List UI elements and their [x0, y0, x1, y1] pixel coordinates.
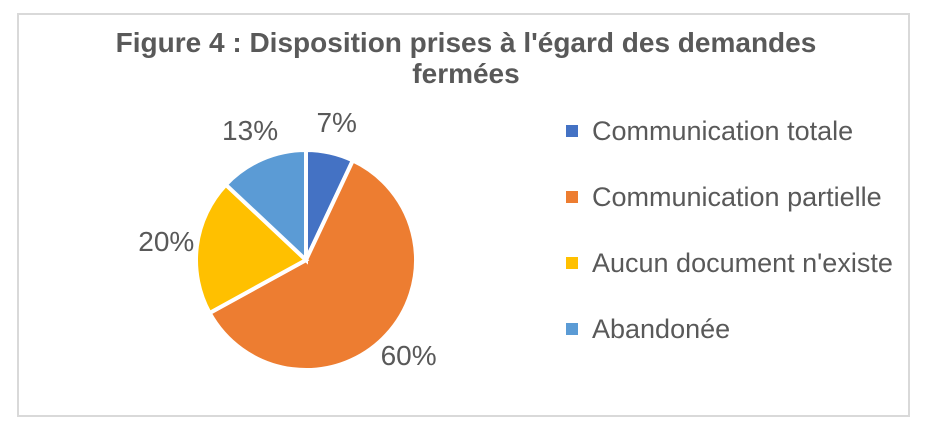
legend-item: Aucun document n'existe [566, 230, 893, 296]
pie-slice-3 [222, 147, 308, 265]
legend-label: Aucun document n'existe [592, 247, 893, 278]
pie-slice-2 [194, 181, 310, 316]
legend-label: Communication totale [592, 115, 854, 146]
pie-data-label: 13% [222, 114, 279, 146]
pie-data-label: 20% [138, 226, 195, 258]
chart-frame [17, 13, 910, 417]
legend-item: Abandonée [566, 296, 893, 362]
legend-swatch-icon [566, 191, 578, 203]
legend-item: Communication partielle [566, 164, 893, 230]
chart-legend: Communication totale Communication partie… [566, 98, 893, 362]
legend-swatch-icon [566, 323, 578, 335]
legend-item: Communication totale [566, 98, 893, 164]
pie-slice-1 [206, 157, 418, 372]
legend-label: Abandonée [592, 313, 731, 344]
legend-label: Communication partielle [592, 181, 882, 212]
pie-data-label: 60% [380, 340, 437, 372]
pie-data-label: 7% [316, 106, 357, 138]
legend-swatch-icon [566, 125, 578, 137]
chart-title: Figure 4 : Disposition prises à l'égard … [115, 27, 817, 90]
legend-swatch-icon [566, 257, 578, 269]
